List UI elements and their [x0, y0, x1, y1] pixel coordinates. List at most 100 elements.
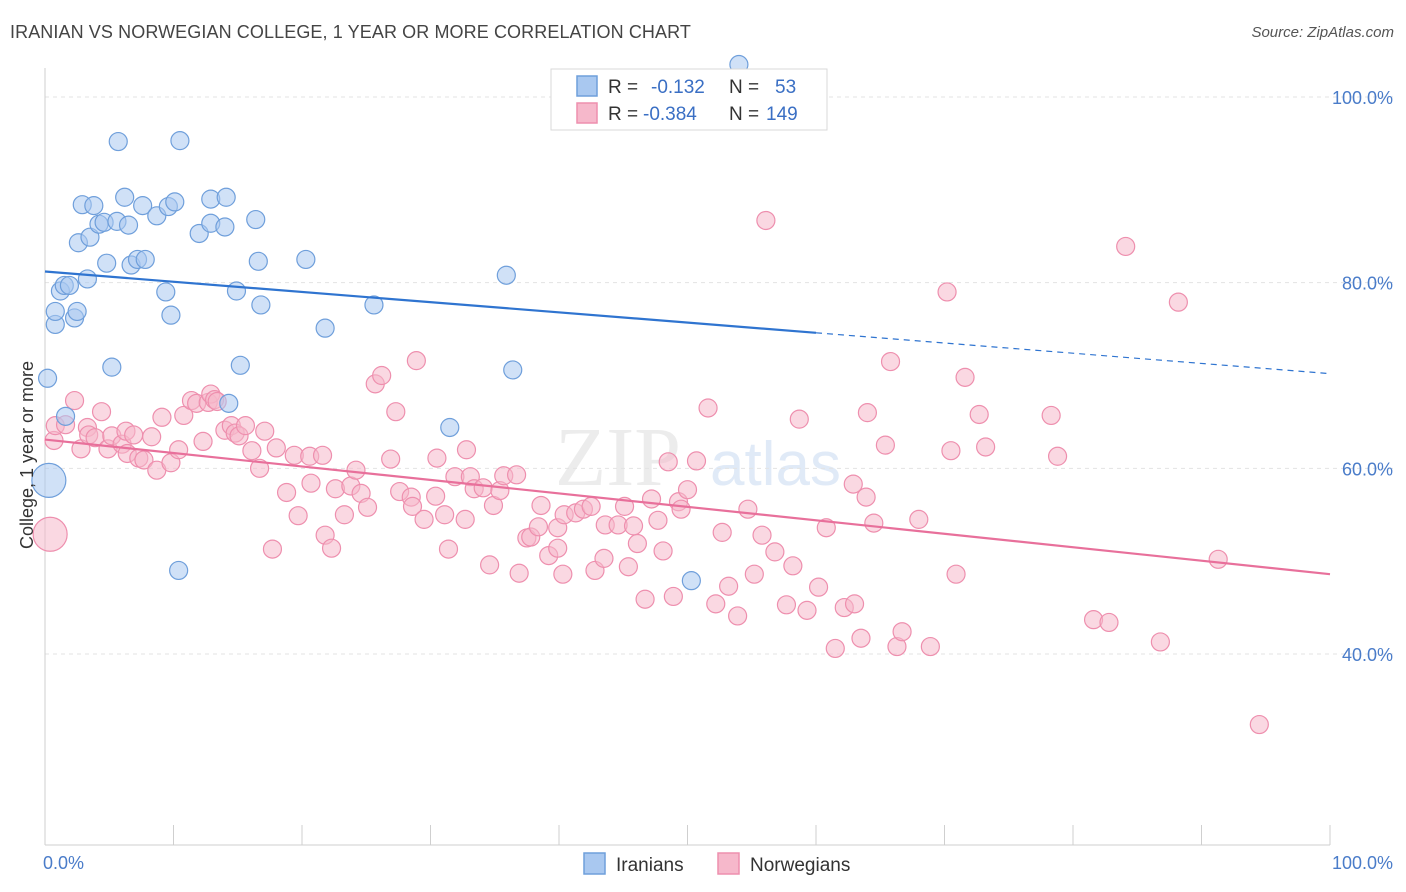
norwegians-point-69: [455, 509, 475, 529]
iranians-points: [31, 54, 749, 591]
norwegians-point-142: [946, 564, 966, 584]
norwegians-point-91: [581, 496, 601, 516]
iranians-point-6: [55, 406, 76, 426]
norwegians-point-133: [864, 513, 884, 533]
norwegians-point-96: [614, 496, 635, 516]
norwegians-point-126: [825, 638, 845, 659]
norwegians-point-26: [193, 431, 213, 452]
y-tick-label-1: 80.0%: [1342, 274, 1393, 294]
norwegians-point-22: [169, 440, 189, 460]
norwegians-point-146: [1041, 405, 1061, 426]
norwegians-point-102: [648, 510, 668, 530]
axes: [44, 68, 1331, 846]
iranians-point-50: [503, 360, 523, 380]
norwegians-point-151: [1150, 632, 1170, 652]
iranians-point-1: [31, 462, 67, 499]
norwegians-point-111: [706, 594, 726, 614]
norwegians-point-61: [402, 496, 423, 516]
iranians-trend-extension: [815, 332, 1331, 375]
norwegians-point-35: [235, 416, 256, 436]
stats-legend: R = -0.132 N = 53 R = -0.384 N = 149: [550, 68, 828, 131]
norwegians-point-117: [752, 525, 772, 545]
norwegians-point-43: [288, 506, 308, 526]
iranians-point-3: [45, 301, 65, 322]
norwegians-point-4: [64, 390, 85, 411]
norwegians-point-101: [641, 489, 662, 509]
legend-n-value-2: 149: [766, 104, 798, 125]
norwegians-point-119: [765, 542, 785, 562]
norwegians-point-120: [776, 595, 797, 615]
bottom-legend-iranians: Iranians: [616, 855, 684, 876]
legend-r-label-2: R =: [608, 104, 638, 125]
norwegians-point-41: [276, 482, 297, 503]
iranians-point-30: [161, 305, 181, 325]
bottom-legend-swatch-norwegians: [717, 852, 740, 875]
y-tick-label-2: 60.0%: [1342, 459, 1393, 479]
legend-swatch-iranians: [576, 75, 598, 97]
norwegians-point-122: [789, 409, 809, 429]
norwegians-point-23: [174, 405, 194, 426]
series-legend: Iranians Norwegians: [583, 852, 850, 876]
iranians-point-44: [251, 295, 271, 315]
norwegians-point-0: [32, 516, 68, 552]
norwegians-point-79: [509, 563, 529, 583]
norwegians-point-113: [719, 576, 739, 596]
norwegians-point-67: [438, 539, 459, 559]
legend-swatch-norwegians: [576, 102, 598, 124]
norwegians-point-135: [880, 351, 901, 372]
norwegians-point-66: [435, 505, 455, 525]
iranians-point-22: [118, 215, 139, 235]
norwegians-point-93: [594, 548, 614, 568]
iranians-point-7: [59, 275, 80, 296]
iranians-point-49: [496, 265, 516, 285]
norwegians-point-123: [797, 600, 817, 620]
iranians-point-26: [135, 249, 155, 270]
norwegians-point-9: [91, 402, 112, 422]
y-tick-label-0: 100.0%: [1332, 88, 1393, 108]
source-label: Source: ZipAtlas.com: [1251, 24, 1394, 41]
norwegians-point-58: [386, 402, 406, 422]
tick-labels: 100.0% 80.0% 60.0% 40.0% 0.0% 100.0%: [43, 88, 1393, 873]
iranians-point-32: [169, 560, 189, 581]
norwegians-point-107: [671, 499, 691, 519]
norwegians-point-108: [677, 480, 698, 500]
norwegians-point-138: [909, 509, 929, 529]
norwegians-point-36: [242, 441, 262, 461]
iranians-point-12: [77, 269, 98, 289]
norwegians-point-131: [856, 487, 876, 507]
norwegians-trend-line: [44, 438, 1331, 576]
norwegians-point-150: [1116, 236, 1136, 257]
norwegians-point-125: [816, 518, 836, 538]
norwegians-point-130: [851, 628, 871, 648]
iranians-point-41: [230, 355, 250, 375]
norwegians-point-143: [955, 367, 975, 387]
legend-n-label-1: N =: [729, 77, 759, 98]
norwegians-point-128: [843, 474, 863, 494]
iranians-point-40: [226, 281, 247, 301]
norwegians-point-97: [618, 557, 638, 577]
norwegians-points: [32, 210, 1269, 735]
iranians-point-38: [216, 187, 236, 207]
norwegians-point-64: [426, 486, 446, 506]
norwegians-point-39: [262, 539, 283, 559]
norwegians-point-57: [381, 449, 401, 469]
watermark-atlas: atlas: [710, 430, 841, 499]
iranians-point-33: [170, 131, 190, 151]
iranians-point-45: [296, 249, 316, 270]
iranians-point-0: [37, 368, 58, 388]
watermark: ZIP atlas: [555, 411, 841, 504]
norwegians-point-118: [756, 210, 776, 231]
norwegians-point-132: [857, 403, 878, 423]
norwegians-point-110: [698, 398, 718, 418]
norwegians-point-116: [744, 564, 764, 584]
norwegians-point-141: [941, 441, 961, 461]
norwegians-point-65: [427, 448, 447, 468]
norwegians-point-154: [1249, 714, 1269, 735]
norwegians-point-85: [548, 538, 568, 558]
iranians-point-51: [681, 571, 701, 591]
norwegians-point-70: [456, 440, 477, 460]
iranians-trend-line: [44, 270, 817, 334]
norwegians-point-109: [686, 451, 707, 471]
norwegians-point-38: [255, 421, 275, 441]
